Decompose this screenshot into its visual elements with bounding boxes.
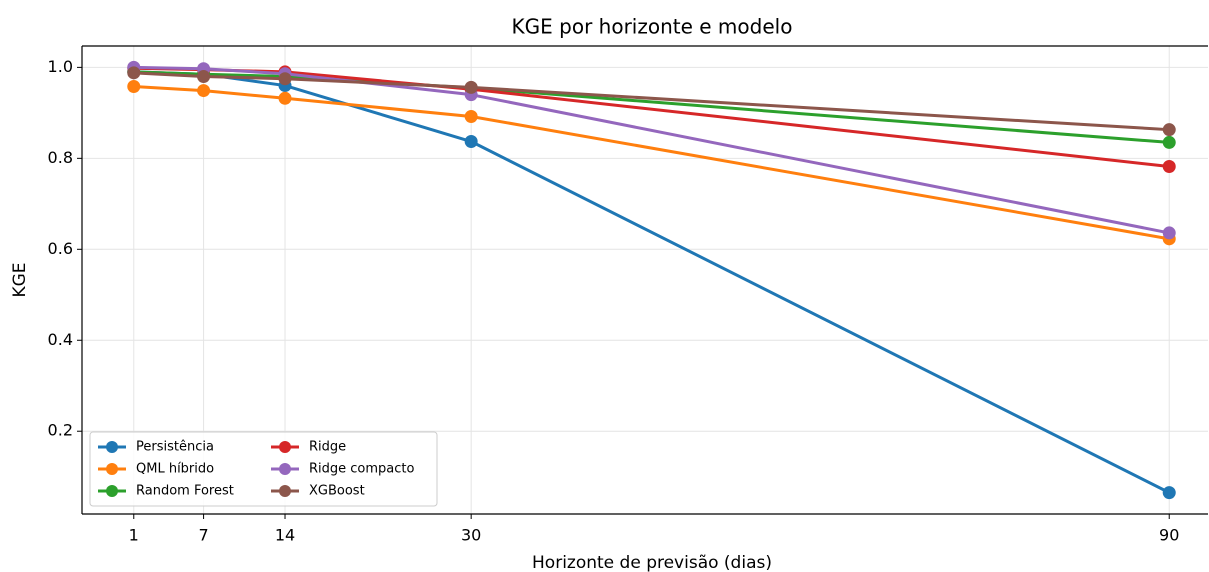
y-tick-label: 0.4 bbox=[48, 330, 73, 349]
legend-box bbox=[89, 431, 438, 507]
point bbox=[1162, 123, 1176, 137]
x-axis-label: Horizonte de previsão (dias) bbox=[532, 553, 772, 572]
point bbox=[197, 69, 211, 83]
point bbox=[278, 91, 292, 105]
legend-label: Ridge compacto bbox=[309, 462, 415, 477]
legend-marker bbox=[279, 463, 291, 475]
chart-title: KGE por horizonte e modelo bbox=[512, 15, 793, 39]
y-tick-label: 0.6 bbox=[48, 239, 73, 258]
point bbox=[127, 66, 141, 80]
x-tick-label: 30 bbox=[461, 526, 481, 545]
legend-marker bbox=[106, 485, 118, 497]
legend-label: Ridge bbox=[309, 440, 346, 455]
y-axis-label: KGE bbox=[10, 262, 30, 297]
legend-label: XGBoost bbox=[309, 484, 365, 499]
x-tick-label: 7 bbox=[198, 526, 208, 545]
point bbox=[1162, 135, 1176, 149]
point bbox=[1162, 486, 1176, 500]
x-tick-label: 1 bbox=[129, 526, 139, 545]
point bbox=[1162, 226, 1176, 240]
legend-label: QML híbrido bbox=[136, 462, 214, 477]
y-tick-label: 0.2 bbox=[48, 421, 73, 440]
y-tick-label: 0.8 bbox=[48, 148, 73, 167]
legend-label: Persistência bbox=[136, 440, 214, 455]
point bbox=[1162, 160, 1176, 174]
legend-marker bbox=[106, 441, 118, 453]
point bbox=[464, 80, 478, 94]
point bbox=[197, 84, 211, 98]
x-tick-label: 90 bbox=[1159, 526, 1179, 545]
legend-marker bbox=[106, 463, 118, 475]
point bbox=[127, 79, 141, 93]
legend-marker bbox=[279, 441, 291, 453]
legend-label: Random Forest bbox=[136, 484, 234, 499]
point bbox=[464, 109, 478, 123]
y-tick-label: 1.0 bbox=[48, 57, 73, 76]
point bbox=[464, 135, 478, 149]
legend-marker bbox=[279, 485, 291, 497]
point bbox=[278, 72, 292, 86]
x-tick-label: 14 bbox=[275, 526, 295, 545]
series-line bbox=[133, 70, 1170, 494]
